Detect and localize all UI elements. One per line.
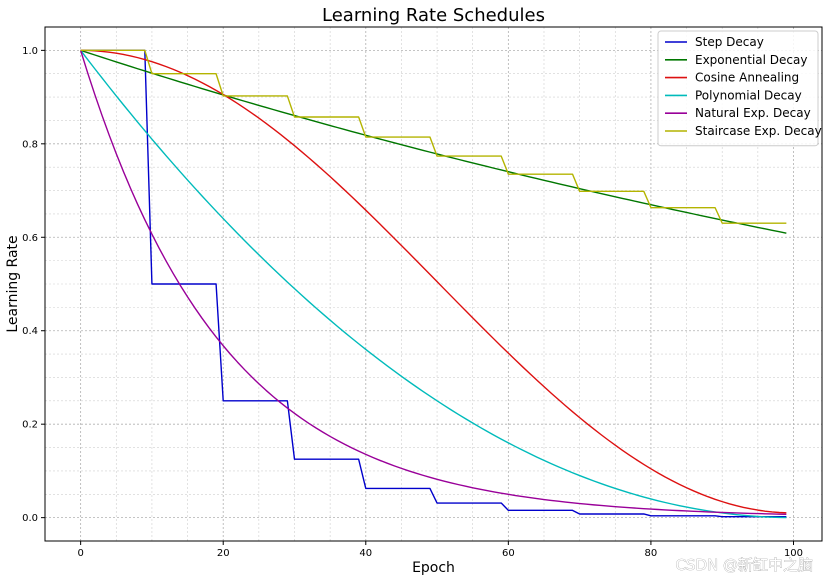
legend-label-polynomial-decay: Polynomial Decay (695, 88, 802, 102)
axis-ticks: 0 20 40 60 80 100 0.0 0.2 0.4 0.6 0.8 1.0 (22, 46, 803, 559)
x-tick-label: 60 (502, 548, 515, 559)
y-tick-label: 0.4 (22, 326, 38, 337)
legend-label-step-decay: Step Decay (695, 35, 764, 49)
x-tick-label: 80 (645, 548, 658, 559)
y-tick-label: 0.0 (22, 513, 38, 524)
x-tick-label: 100 (784, 548, 803, 559)
series-line-natural-exp-decay (79, 50, 787, 516)
x-axis-label: Epoch (412, 560, 455, 576)
series-line-step-decay (80, 49, 787, 518)
series-line-cosine-annealing (80, 49, 787, 514)
y-tick-label: 0.8 (22, 139, 38, 150)
y-axis-label: Learning Rate (5, 235, 21, 332)
grid (44, 26, 822, 542)
series-line-polynomial-decay (80, 49, 787, 519)
x-tick-label: 40 (359, 548, 372, 559)
series-line-exponential-decay (80, 49, 787, 234)
series-lines (79, 49, 787, 519)
y-tick-label: 0.2 (22, 420, 38, 431)
x-tick-label: 20 (217, 548, 230, 559)
legend-box (657, 30, 819, 147)
legend-label-natural-exp-decay: Natural Exp. Decay (695, 106, 811, 120)
legend-label-exponential-decay: Exponential Decay (695, 53, 807, 67)
legend: Step Decay Exponential Decay Cosine Anneal… (657, 30, 822, 147)
watermark: CSDN @新缸中之脑 (675, 556, 813, 574)
chart-title: Learning Rate Schedules (322, 5, 545, 26)
series-line-staircase-exp-decay (80, 49, 787, 224)
y-tick-label: 0.6 (22, 233, 38, 244)
legend-label-cosine-annealing: Cosine Annealing (695, 71, 799, 85)
plot-frame (44, 26, 823, 542)
legend-label-staircase-exp-decay: Staircase Exp. Decay (695, 124, 822, 138)
y-tick-label: 1.0 (22, 46, 38, 57)
x-tick-label: 0 (77, 548, 83, 559)
